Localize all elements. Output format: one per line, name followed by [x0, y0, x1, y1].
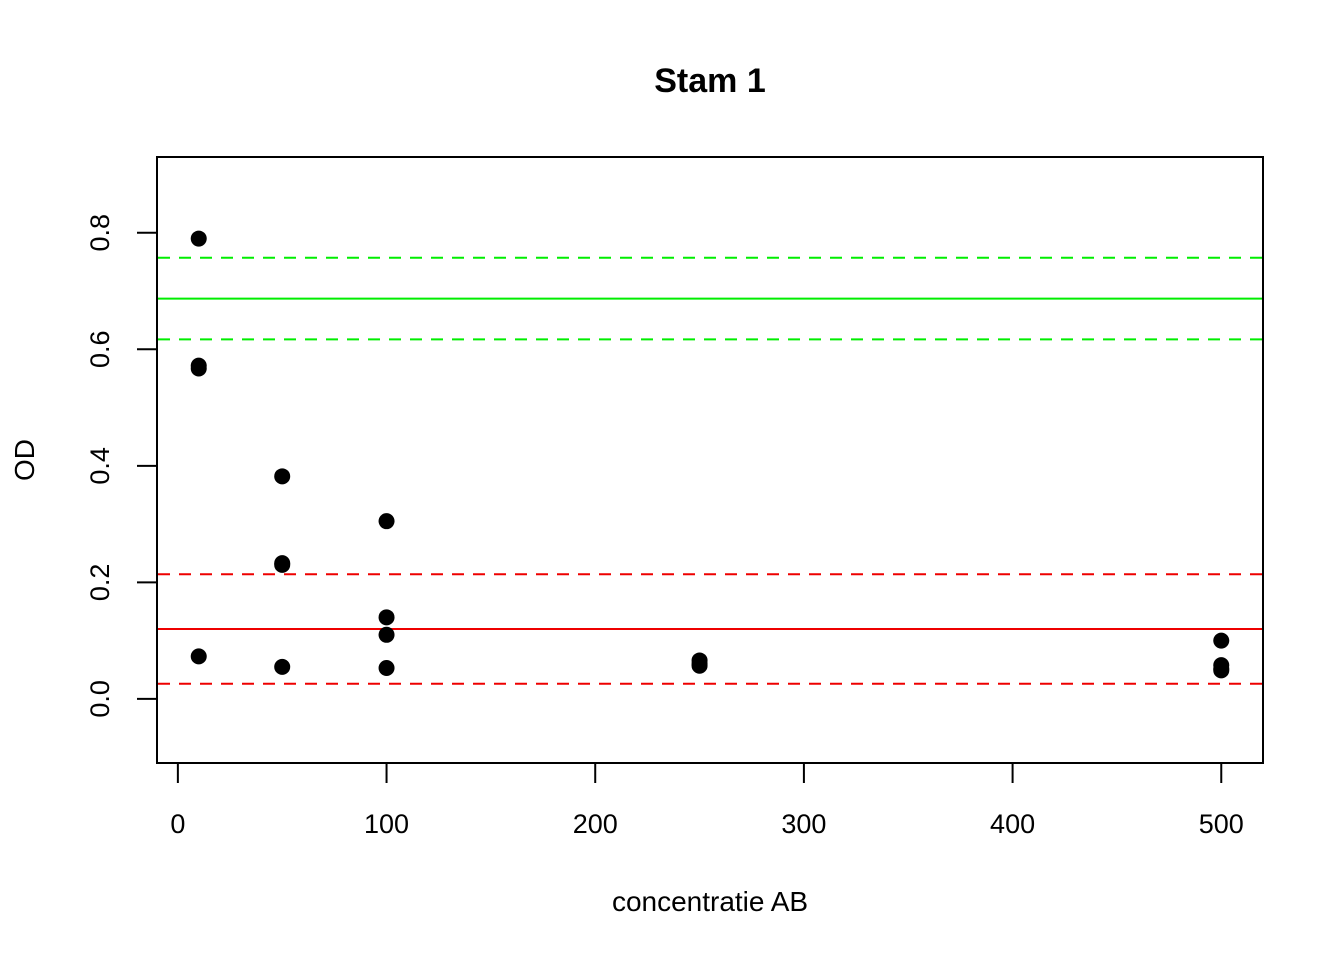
y-tick-label: 0.2 [85, 564, 115, 602]
x-axis-label: concentratie AB [612, 886, 808, 917]
chart-title: Stam 1 [654, 62, 766, 100]
reference-lines [158, 256, 1262, 685]
data-point-10 [378, 609, 395, 626]
y-tick-label: 0.4 [85, 447, 115, 485]
data-point-16 [1213, 632, 1230, 649]
plot-frame [156, 156, 1264, 764]
x-axis: 0 100 200 300 400 500 [170, 762, 1244, 839]
data-point-8 [274, 658, 291, 675]
x-tick-label: 200 [573, 809, 618, 839]
data-point-3 [190, 360, 207, 377]
x-tick-label: 300 [781, 809, 826, 839]
x-tick-label: 0 [170, 809, 185, 839]
data-point-5 [274, 468, 291, 485]
data-point-7 [274, 556, 291, 573]
data-point-9 [378, 513, 395, 530]
data-point-12 [378, 660, 395, 677]
data-point-4 [190, 648, 207, 665]
x-tick-label: 400 [990, 809, 1035, 839]
y-axis-label: OD [9, 439, 40, 481]
y-tick-label: 0.6 [85, 331, 115, 369]
x-tick-label: 100 [364, 809, 409, 839]
data-point-15 [691, 657, 708, 674]
data-points [190, 230, 1230, 679]
data-point-11 [378, 626, 395, 643]
data-point-1 [190, 230, 207, 247]
y-axis: 0.0 0.2 0.4 0.6 0.8 [85, 214, 158, 718]
x-tick-label: 500 [1199, 809, 1244, 839]
y-tick-label: 0.0 [85, 680, 115, 718]
y-tick-label: 0.8 [85, 214, 115, 252]
data-point-19 [1213, 662, 1230, 679]
